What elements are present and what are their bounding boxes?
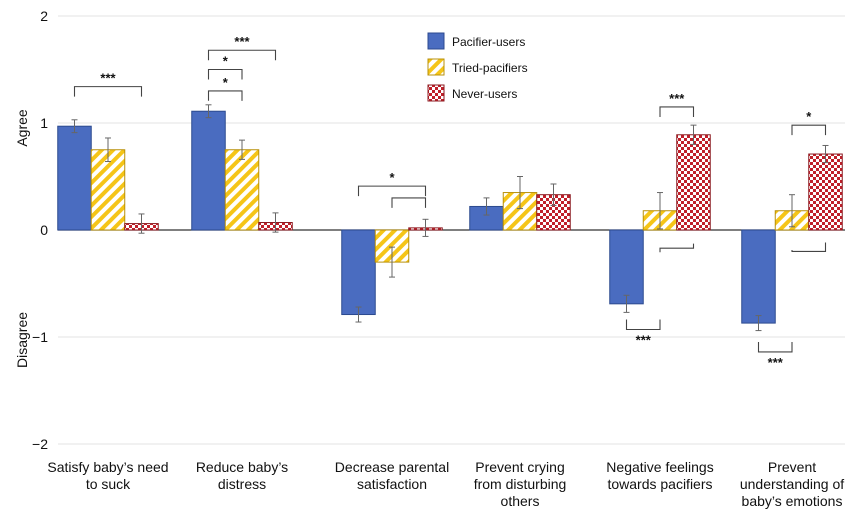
significance-label: * (223, 75, 229, 90)
legend-label: Tried-pacifiers (452, 61, 528, 75)
bar-tried-pacifiers (90, 149, 126, 231)
error-bar (623, 294, 630, 313)
error-bar (138, 213, 145, 234)
legend-swatch (427, 32, 445, 50)
error-bar (71, 119, 78, 134)
legend-label: Never-users (452, 87, 517, 101)
bar-pacifier-users (191, 110, 226, 231)
significance-label: *** (669, 91, 685, 106)
bar-pacifier-users (741, 229, 776, 324)
error-bar (550, 183, 557, 206)
legend-swatch (427, 58, 445, 76)
significance-bracket: * (357, 170, 427, 197)
bar-pacifier-users (57, 125, 92, 231)
error-bar (105, 137, 111, 163)
significance-bracket: * (791, 109, 827, 136)
error-bar (389, 246, 395, 278)
y-tick-labels: 2 1 0 −1 −2 (32, 8, 48, 452)
y-tick-label: 2 (40, 8, 48, 24)
error-bar (822, 144, 829, 164)
y-axis-label-disagree: Disagree (14, 312, 30, 368)
significance-bracket: * (207, 54, 243, 80)
category-label: Satisfy baby’s need to suck (47, 459, 168, 492)
bars (57, 110, 843, 324)
category-label: Prevent understanding of baby’s emotions (740, 459, 844, 509)
significance-label: *** (636, 333, 652, 348)
significance-label: * (806, 109, 812, 124)
grid-lines (58, 15, 845, 445)
bar-pacifier-users (609, 229, 644, 305)
error-bar (483, 197, 490, 216)
y-tick-label: −2 (32, 436, 48, 452)
significance-bracket: *** (625, 319, 661, 348)
bar-never-users (808, 153, 843, 231)
significance-label: *** (234, 34, 250, 49)
error-bar (272, 212, 279, 233)
error-bar (355, 306, 362, 323)
significance-bracket (659, 243, 695, 253)
y-axis-label-agree: Agree (14, 109, 30, 147)
significance-bracket (791, 242, 827, 252)
significance-label: * (223, 54, 229, 69)
significance-label: *** (768, 355, 784, 370)
legend-item: Pacifier-users (427, 32, 525, 50)
legend: Pacifier-users Tried-pacifiers Never-users (427, 32, 528, 102)
significance-label: * (389, 170, 395, 185)
significance-bracket: *** (207, 34, 277, 61)
error-bar (755, 315, 762, 332)
bar-pacifier-users (341, 229, 376, 316)
bar-never-users (676, 134, 711, 231)
y-tick-label: 0 (40, 222, 48, 238)
significance-bracket: *** (659, 91, 695, 117)
category-labels: Satisfy baby’s need to suck Reduce baby’s d… (47, 459, 844, 509)
error-bar (690, 124, 697, 145)
error-bar (205, 104, 212, 119)
y-tick-label: 1 (40, 115, 48, 131)
error-bars (71, 104, 829, 332)
significance-bracket: *** (757, 341, 793, 370)
legend-swatch (427, 84, 445, 102)
significance-bracket (391, 197, 427, 208)
category-label: Prevent crying from disturbing others (474, 459, 567, 509)
error-bar (657, 192, 663, 230)
legend-item: Never-users (427, 84, 517, 102)
legend-item: Tried-pacifiers (427, 58, 528, 76)
significance-bracket: *** (73, 71, 143, 97)
error-bar (517, 176, 523, 210)
error-bar (422, 218, 429, 237)
error-bar (239, 139, 245, 160)
significance-label: *** (100, 71, 116, 86)
category-label: Reduce baby’s distress (196, 459, 288, 492)
category-label: Negative feelings towards pacifiers (606, 459, 713, 492)
category-label: Decrease parental satisfaction (335, 459, 449, 492)
y-tick-label: −1 (32, 329, 48, 345)
legend-label: Pacifier-users (452, 35, 525, 49)
error-bar (789, 194, 795, 228)
bar-tried-pacifiers (224, 149, 260, 231)
significance-brackets: *** **************** (73, 34, 827, 370)
significance-bracket: * (207, 75, 243, 101)
